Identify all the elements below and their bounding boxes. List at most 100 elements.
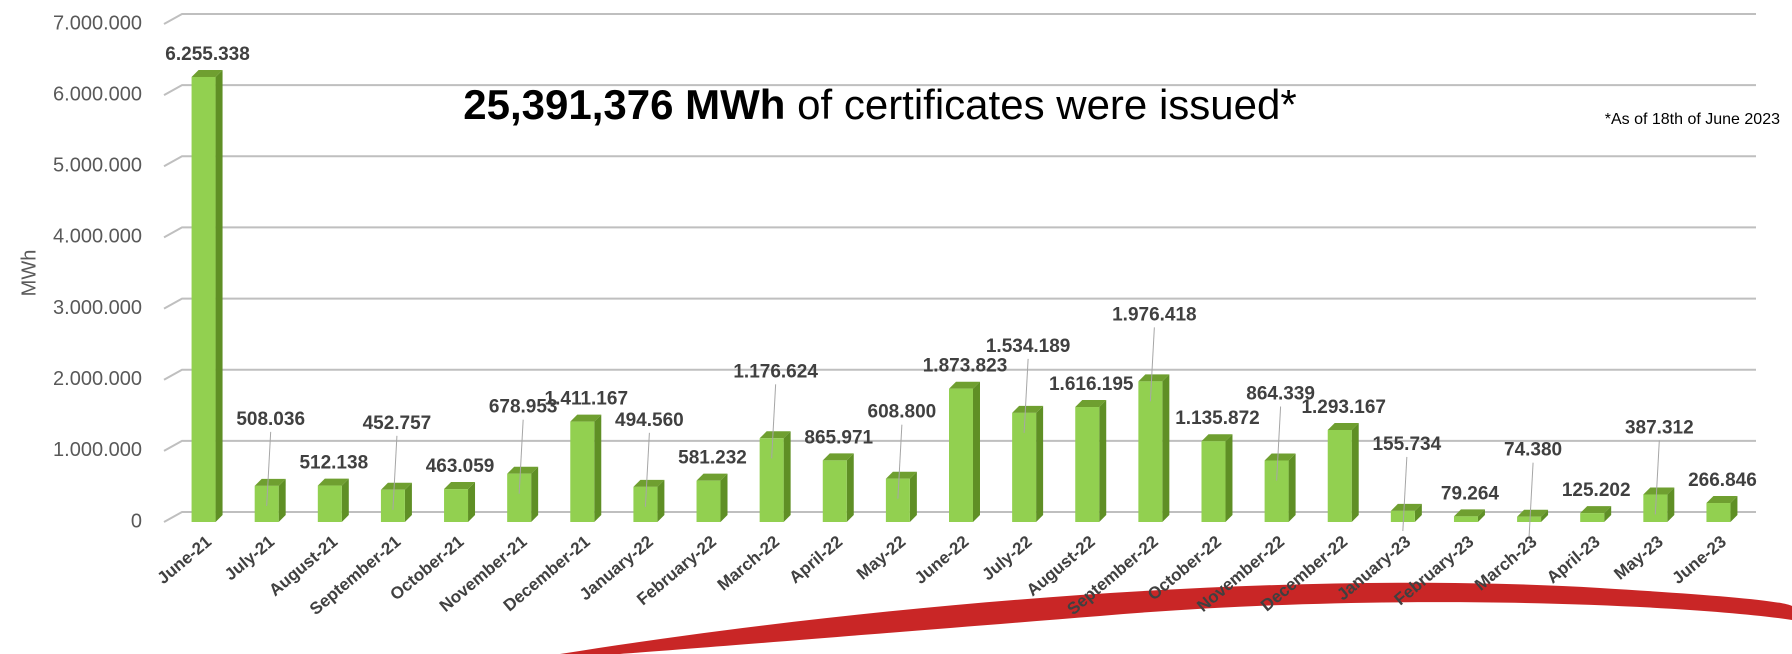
bar-top [191, 69, 223, 77]
data-label: 608.800 [868, 402, 937, 423]
leader-line [392, 435, 398, 510]
bar-top [1075, 400, 1107, 408]
bar [1390, 510, 1415, 522]
bar-top [822, 453, 854, 461]
y-tick-label: 1.000.000 [53, 439, 142, 461]
bar-top [444, 482, 476, 490]
bar-top [1453, 509, 1485, 517]
data-label: 1.976.418 [1112, 304, 1197, 325]
data-label: 387.312 [1625, 417, 1694, 438]
bar-side [909, 471, 917, 522]
leader-line [644, 432, 650, 507]
bar [759, 438, 784, 522]
leader-line [266, 431, 272, 506]
bar [1012, 412, 1037, 522]
bar [191, 76, 216, 522]
bar-side [341, 478, 349, 522]
bar [885, 478, 910, 522]
data-label: 1.411.167 [545, 389, 628, 410]
x-tick-label: June-21 [154, 532, 215, 588]
y-tick-label: 3.000.000 [53, 297, 142, 319]
y-tick-label: 0 [131, 510, 142, 532]
x-tick-label: May-22 [853, 532, 909, 584]
data-label: 1.616.195 [1049, 374, 1134, 395]
bar-top [1264, 453, 1296, 461]
y-tick-label: 2.000.000 [53, 368, 142, 390]
data-label: 1.534.189 [986, 336, 1071, 357]
bar-side [1162, 374, 1170, 522]
data-label: 6.255.338 [165, 44, 250, 65]
data-label: 678.953 [489, 397, 558, 418]
bar-top [1580, 506, 1612, 514]
bar-side [1414, 503, 1422, 522]
bar-side [657, 479, 665, 522]
grid-line [163, 368, 1756, 381]
bar-side [594, 414, 602, 522]
data-label: 79.264 [1441, 483, 1500, 504]
bar-top [885, 471, 917, 479]
bar [444, 489, 469, 522]
bar-top [1138, 374, 1170, 382]
bar-side [278, 478, 286, 522]
bar-side [1667, 487, 1675, 522]
bar-top [507, 466, 539, 474]
bar-side [720, 473, 728, 522]
leader-line [1149, 327, 1155, 402]
leader-line [897, 424, 903, 499]
data-label: 512.138 [299, 453, 368, 474]
bar-top [1517, 509, 1549, 517]
grid-line [163, 13, 1756, 25]
y-tick-label: 5.000.000 [53, 155, 142, 177]
bar [1580, 513, 1605, 522]
y-tick-label: 6.000.000 [53, 83, 142, 105]
bar-side [1477, 509, 1485, 522]
data-label: 494.560 [615, 410, 684, 431]
x-tick-label: July-21 [221, 532, 278, 584]
bar-side [846, 453, 854, 522]
data-label: 865.971 [804, 427, 873, 448]
bar-top [759, 431, 791, 439]
bar [1201, 441, 1226, 522]
data-label: 452.757 [363, 413, 432, 434]
bar [1264, 460, 1289, 522]
y-tick-label: 7.000.000 [53, 12, 142, 34]
bar [317, 485, 342, 522]
bar [1075, 407, 1100, 522]
bar-side [1099, 400, 1107, 522]
data-label: 155.734 [1372, 434, 1441, 455]
bar [1453, 516, 1478, 522]
leader-line [1402, 456, 1408, 531]
y-tick-label: 4.000.000 [53, 226, 142, 248]
bar-side [531, 466, 539, 522]
bar [696, 480, 721, 522]
bar [949, 388, 973, 522]
data-label: 508.036 [236, 409, 305, 430]
data-label: 581.232 [678, 448, 747, 469]
chart-title: 25,391,376 MWh of certificates were issu… [463, 81, 1296, 128]
bar-top [1012, 405, 1044, 413]
grid-line [163, 84, 1756, 97]
bar-top [380, 482, 412, 490]
bar-side [404, 482, 412, 522]
decoration-swoosh [560, 582, 1792, 654]
x-tick-label: April-23 [1543, 532, 1604, 587]
grid-line [163, 155, 1756, 168]
grid-line [163, 297, 1756, 310]
bar-side [468, 482, 476, 522]
title-text: of certificates were issued* [797, 81, 1297, 128]
x-tick-label: July-22 [978, 532, 1035, 584]
bar-top [1327, 423, 1359, 431]
x-tick-label: June-22 [911, 532, 972, 588]
leader-line [1528, 462, 1534, 537]
leader-line [1654, 440, 1660, 515]
bar-top [949, 381, 980, 389]
data-label: 1.176.624 [733, 361, 818, 382]
bar-side [1604, 506, 1612, 522]
data-label: 1.293.167 [1301, 397, 1386, 418]
annotation: *As of 18th of June 2023 [1605, 111, 1780, 128]
bar-side [1225, 434, 1233, 522]
leader-line [1023, 358, 1029, 433]
y-axis-label: MWh [18, 250, 40, 297]
data-label: 74.380 [1504, 440, 1562, 461]
